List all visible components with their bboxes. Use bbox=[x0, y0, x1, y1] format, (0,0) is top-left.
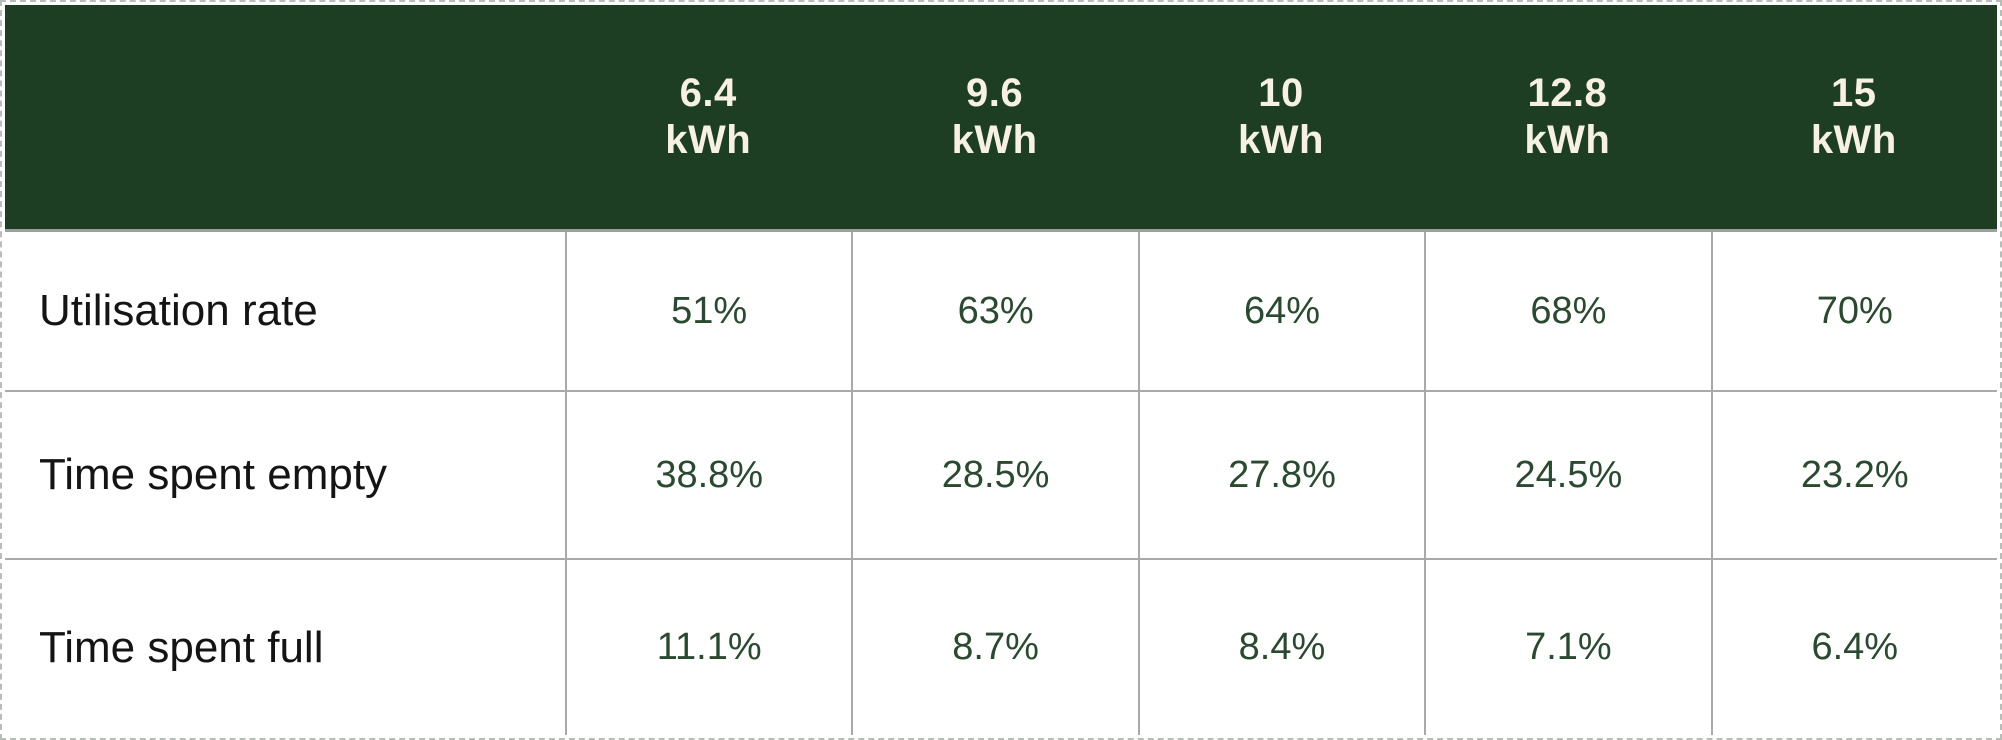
header-corner-cell bbox=[5, 5, 565, 232]
column-header-text: 9.6 kWh bbox=[952, 70, 1038, 164]
column-header-value: 12.8 bbox=[1527, 70, 1608, 115]
column-header-unit: kWh bbox=[951, 118, 1038, 162]
table-cell: 7.1% bbox=[1424, 558, 1711, 735]
column-header-unit: kWh bbox=[1524, 118, 1611, 162]
row-label: Time spent full bbox=[5, 558, 565, 735]
column-header-text: 12.8 kWh bbox=[1524, 70, 1610, 164]
column-header: 10 kWh bbox=[1137, 5, 1425, 232]
table-cell: 8.7% bbox=[851, 558, 1138, 735]
column-header-value: 6.4 bbox=[679, 70, 737, 115]
table-cell: 68% bbox=[1424, 232, 1711, 390]
column-header-value: 15 bbox=[1831, 70, 1877, 115]
table-cell: 64% bbox=[1137, 232, 1425, 390]
column-header-unit: kWh bbox=[665, 118, 752, 162]
table-cell: 24.5% bbox=[1424, 390, 1711, 558]
column-header: 12.8 kWh bbox=[1424, 5, 1711, 232]
table-cell: 11.1% bbox=[565, 558, 852, 735]
column-header-unit: kWh bbox=[1810, 118, 1897, 162]
table-cell: 28.5% bbox=[851, 390, 1138, 558]
column-header: 15 kWh bbox=[1710, 5, 1997, 232]
table-cell: 70% bbox=[1710, 232, 1997, 390]
column-header-text: 10 kWh bbox=[1238, 70, 1324, 164]
battery-comparison-table: 6.4 kWh 9.6 kWh 10 kWh 12.8 kWh 15 bbox=[5, 5, 1997, 735]
column-header-value: 9.6 bbox=[966, 70, 1024, 115]
table-cell: 27.8% bbox=[1137, 390, 1425, 558]
column-header-text: 6.4 kWh bbox=[665, 70, 751, 164]
column-header: 9.6 kWh bbox=[851, 5, 1138, 232]
row-label: Time spent empty bbox=[5, 390, 565, 558]
column-header-unit: kWh bbox=[1238, 118, 1324, 162]
table-cell: 63% bbox=[851, 232, 1138, 390]
column-header: 6.4 kWh bbox=[565, 5, 852, 232]
column-header-text: 15 kWh bbox=[1811, 70, 1897, 164]
table-cell: 8.4% bbox=[1137, 558, 1425, 735]
table-cell: 38.8% bbox=[565, 390, 852, 558]
column-header-value: 10 bbox=[1258, 70, 1304, 115]
row-label: Utilisation rate bbox=[5, 232, 565, 390]
table-cell: 23.2% bbox=[1710, 390, 1997, 558]
table-cell: 6.4% bbox=[1710, 558, 1997, 735]
table-cell: 51% bbox=[565, 232, 852, 390]
